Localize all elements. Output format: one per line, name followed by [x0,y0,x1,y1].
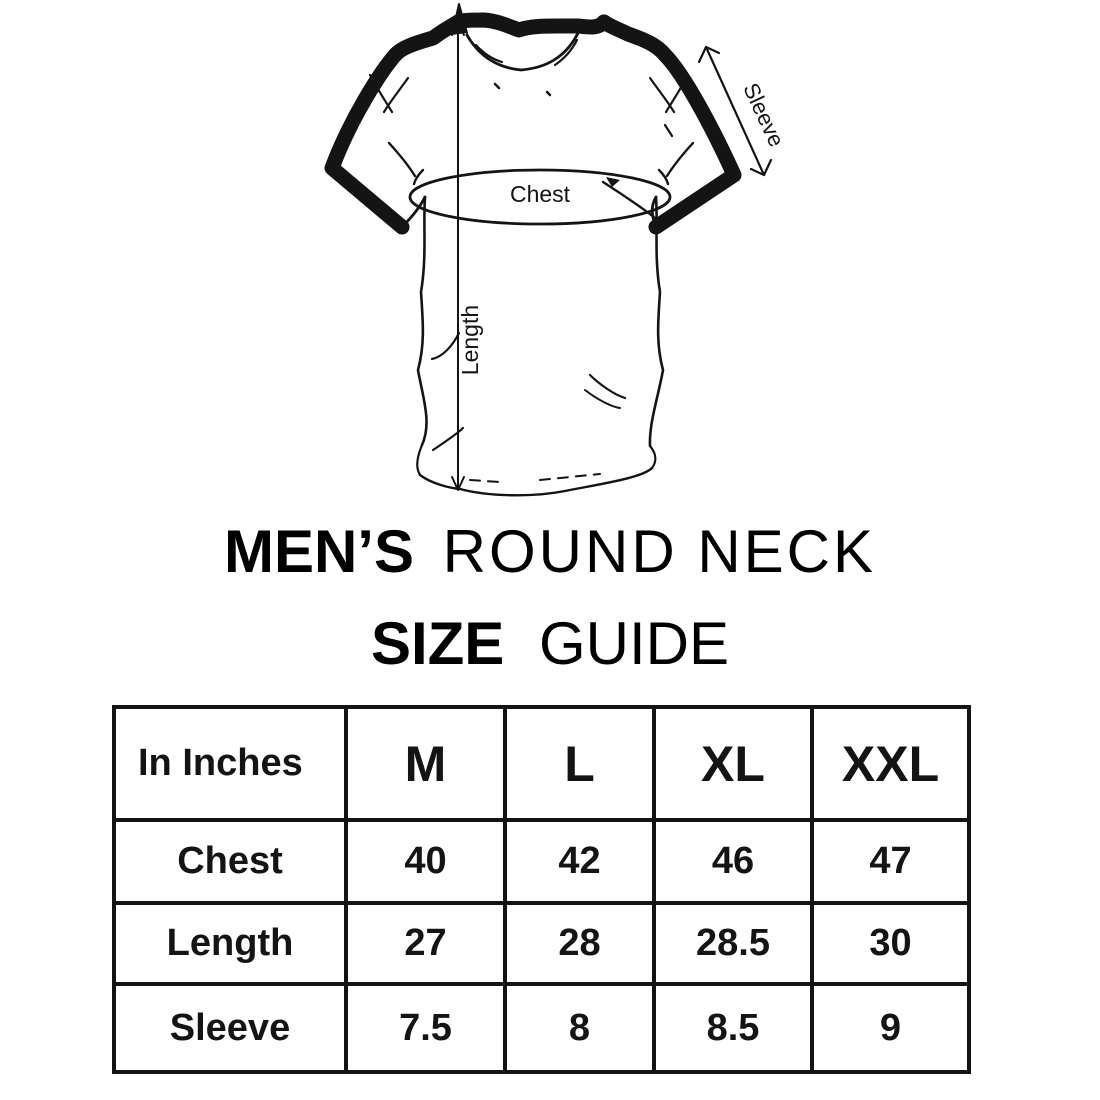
svg-text:Sleeve: Sleeve [738,79,789,151]
svg-text:Chest: Chest [510,181,571,207]
svg-text:Length: Length [457,305,483,375]
